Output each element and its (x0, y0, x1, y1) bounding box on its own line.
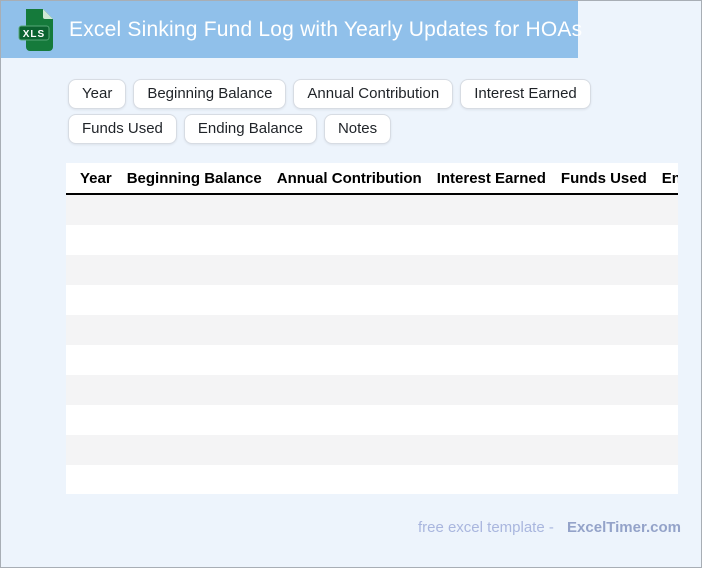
chip-funds-used[interactable]: Funds Used (68, 114, 177, 144)
table-cell (423, 345, 547, 375)
table-cell (263, 315, 423, 345)
table-row (66, 345, 678, 375)
table-cell (423, 405, 547, 435)
table-cell (648, 285, 678, 315)
table-row (66, 315, 678, 345)
table-cell (263, 375, 423, 405)
table-row (66, 194, 678, 225)
table-header-row: Year Beginning Balance Annual Contribution… (66, 163, 678, 195)
table-cell (66, 465, 113, 494)
table-cell (648, 345, 678, 375)
table-cell (263, 225, 423, 255)
column-header-funds-used: Funds Used (546, 163, 648, 195)
table-cell (66, 315, 113, 345)
table-row (66, 375, 678, 405)
table-cell (66, 375, 113, 405)
table-row (66, 405, 678, 435)
table-row (66, 435, 678, 465)
table-cell (113, 435, 263, 465)
column-chips: Year Beginning Balance Annual Contribution… (68, 79, 668, 144)
footer-text: free excel template - (417, 519, 554, 536)
table-cell (66, 255, 113, 285)
table-cell (66, 285, 113, 315)
table-cell (423, 375, 547, 405)
table-cell (547, 285, 648, 315)
file-badge (18, 25, 50, 40)
table-row (66, 255, 678, 285)
table-row (66, 465, 678, 494)
column-header-year: Year (66, 163, 113, 195)
table-cell (648, 405, 678, 435)
chip-ending-balance[interactable]: Ending Balance (183, 114, 317, 144)
column-header-ending-balance: Ending Balance (647, 163, 678, 195)
table-cell (423, 194, 547, 225)
table-cell (263, 194, 423, 225)
table-cell (547, 465, 648, 494)
table-cell (648, 315, 678, 345)
table-row (66, 225, 678, 255)
chip-beginning-balance[interactable]: Beginning Balance (133, 79, 287, 109)
table-wrapper: Year Beginning Balance Annual Contribution… (66, 163, 678, 494)
table-cell (113, 285, 263, 315)
table-cell (547, 345, 648, 375)
table-cell (66, 225, 113, 255)
table-cell (263, 345, 423, 375)
column-header-annual-contribution: Annual Contribution (262, 163, 423, 195)
page-title: Excel Sinking Fund Log with Yearly Updat… (69, 17, 583, 41)
chip-interest-earned[interactable]: Interest Earned (460, 79, 591, 109)
table-cell (547, 255, 648, 285)
table-cell (113, 345, 263, 375)
table-cell (648, 225, 678, 255)
table-cell (263, 435, 423, 465)
table-cell (423, 285, 547, 315)
table-cell (66, 345, 113, 375)
table-cell (113, 465, 263, 494)
table-cell (547, 435, 648, 465)
table-cell (113, 255, 263, 285)
table-cell (648, 435, 678, 465)
file-badge-label: XLS (23, 29, 45, 40)
table-cell (263, 285, 423, 315)
column-header-beginning-balance: Beginning Balance (112, 163, 263, 195)
brand-link[interactable]: ExcelTimer.com (567, 519, 681, 536)
table-cell (423, 315, 547, 345)
footer: free excel template - ExcelTimer.com (418, 519, 681, 536)
table-cell (66, 405, 113, 435)
column-header-interest-earned: Interest Earned (422, 163, 547, 195)
table-cell (648, 255, 678, 285)
table-body (66, 194, 678, 494)
table-cell (263, 405, 423, 435)
table-cell (113, 405, 263, 435)
table-cell (113, 375, 263, 405)
table-cell (263, 255, 423, 285)
table-cell (423, 255, 547, 285)
table-cell (66, 194, 113, 225)
table-row (66, 285, 678, 315)
table-cell (547, 225, 648, 255)
table-cell (423, 465, 547, 494)
table-cell (113, 315, 263, 345)
chip-notes[interactable]: Notes (323, 114, 392, 144)
chip-annual-contribution[interactable]: Annual Contribution (293, 79, 454, 109)
table-cell (263, 465, 423, 494)
table-cell (113, 225, 263, 255)
table-cell (113, 194, 263, 225)
table-cell (547, 405, 648, 435)
table-cell (547, 194, 648, 225)
app-header: XLS Excel Sinking Fund Log with Yearly U… (1, 1, 582, 58)
table-cell (423, 435, 547, 465)
table-cell (648, 194, 678, 225)
file-fold (43, 8, 53, 19)
table-cell (648, 375, 678, 405)
table-cell (423, 225, 547, 255)
table-cell (648, 465, 678, 494)
table-cell (547, 375, 648, 405)
fund-log-table: Year Beginning Balance Annual Contribution… (66, 163, 678, 494)
table-cell (66, 435, 113, 465)
table-cell (547, 315, 648, 345)
chip-year[interactable]: Year (68, 79, 127, 109)
xls-file-icon: XLS (18, 8, 53, 51)
table-head: Year Beginning Balance Annual Contribution… (66, 163, 678, 195)
